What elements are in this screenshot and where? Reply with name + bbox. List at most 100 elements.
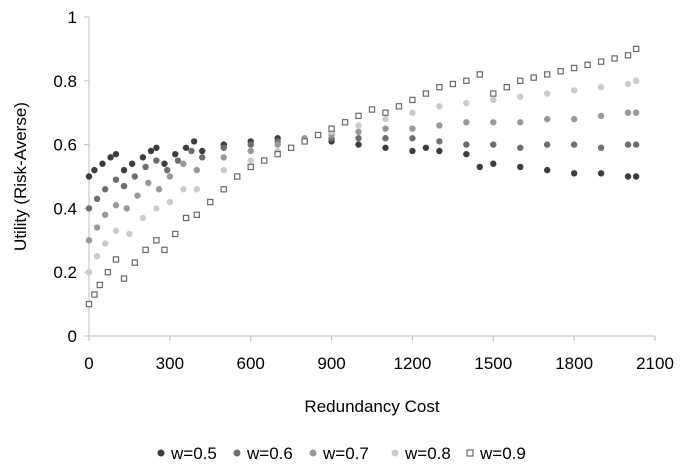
data-point [274,150,281,158]
data-point [247,163,254,171]
data-point [328,125,335,132]
y-axis-ticks: 0 0.2 0.4 0.6 0.8 1 [53,8,89,346]
x-tick-label: 900 [317,354,345,373]
data-point [147,147,155,155]
x-tick-label: 2100 [636,354,674,373]
data-point [517,163,524,171]
data-point [341,119,349,126]
data-point [93,195,101,203]
data-point [557,68,564,75]
data-point [247,147,254,155]
data-point [449,80,457,88]
legend-label: w=0.6 [246,444,293,463]
data-point [436,122,443,129]
legend-marker [466,449,474,457]
data-point [301,138,308,145]
data-point [355,141,362,148]
data-point [207,198,214,206]
legend: w=0.5 w=0.6 w=0.7 w=0.8 w=0.9 [157,444,526,463]
data-point [355,122,362,129]
data-point [584,61,591,69]
series-w=0.7 [85,109,640,244]
x-tick-label: 300 [156,354,184,373]
data-point [543,141,551,148]
data-point [163,166,171,174]
legend-label: w=0.9 [479,444,526,463]
data-point [597,144,605,151]
data-point [624,80,632,88]
data-point [570,87,578,94]
data-point [409,109,416,116]
legend-item-w=0.6: w=0.6 [233,444,293,463]
legend-marker [309,449,317,457]
data-point [96,281,103,289]
data-point [490,141,497,148]
x-tick-label: 1200 [394,354,432,373]
y-tick-label: 0.6 [53,136,77,155]
data-point [247,157,254,164]
data-point [395,103,403,110]
data-point [570,64,578,72]
legend-marker [157,449,165,457]
data-point [314,131,322,139]
data-point [355,112,362,120]
series-w=0.5 [85,135,640,180]
data-point [597,58,605,65]
data-point [112,227,120,234]
data-point [220,144,227,151]
data-point [436,103,443,110]
data-point [597,83,605,91]
data-point [166,173,174,180]
data-point [220,154,227,161]
data-point [193,186,201,193]
data-point [155,186,163,193]
data-point [409,125,416,132]
data-point [166,198,174,206]
data-point [131,259,139,266]
data-point [247,141,254,148]
data-point [611,55,618,62]
legend-item-w=0.9: w=0.9 [466,444,526,463]
data-point [182,214,190,222]
data-point [632,173,640,180]
data-point [543,166,551,174]
y-tick-label: 0.2 [53,263,77,282]
x-tick-label: 1800 [555,354,593,373]
data-point [120,275,128,282]
series-layer [85,45,640,308]
data-point [436,83,443,91]
data-point [139,214,147,222]
data-point [112,202,120,209]
data-point [85,205,93,212]
legend-label: w=0.8 [404,444,451,463]
data-point [632,141,640,148]
data-point [172,150,179,158]
data-point [632,77,640,85]
data-point [190,138,198,145]
data-point [490,119,497,126]
data-point [85,173,93,180]
data-point [193,211,201,218]
data-point [382,109,389,116]
data-point [517,93,524,100]
data-point [382,125,389,132]
data-point [463,150,470,158]
data-point [142,246,149,254]
data-point [422,144,430,151]
legend-label: w=0.7 [322,444,369,463]
data-point [530,74,537,81]
data-point [543,90,551,97]
data-point [517,119,524,126]
data-point [570,141,578,148]
data-point [174,157,182,164]
data-point [126,230,133,238]
data-point [112,176,120,183]
data-point [120,182,128,190]
data-point [85,237,93,244]
y-tick-label: 0 [68,327,77,346]
data-point [287,144,295,151]
data-point [128,160,136,167]
data-point [543,115,551,123]
data-point [120,166,128,174]
